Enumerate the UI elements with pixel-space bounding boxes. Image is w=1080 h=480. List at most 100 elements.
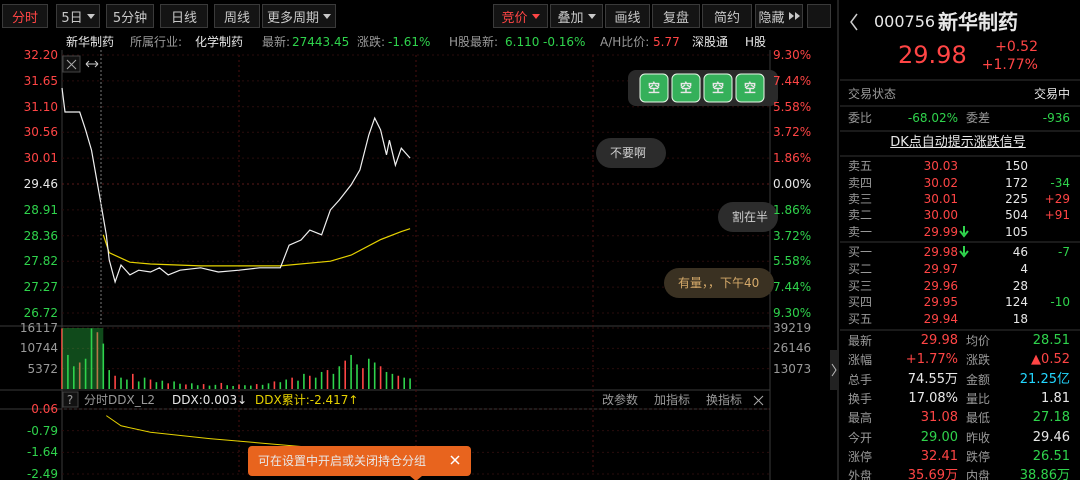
stat-label: 总手 — [848, 372, 873, 387]
collapse-handle — [830, 350, 838, 390]
y-tick-label: 31.10 — [23, 99, 58, 114]
volume-bar — [309, 375, 311, 389]
stat-label: 今开 — [848, 430, 873, 445]
book-label: 买四 — [848, 295, 873, 309]
indicator-action[interactable]: 加指标 — [654, 393, 691, 407]
stat-label: 涨跌 — [966, 353, 991, 368]
ddx-value: DDX:0.003↓ — [172, 393, 248, 407]
emoji-text: 空 — [743, 81, 757, 95]
dropdown-arrow — [323, 13, 331, 19]
stat-label: 涨幅 — [848, 353, 873, 368]
book-label: 卖四 — [848, 176, 873, 190]
book-qty: 504 — [1005, 208, 1028, 222]
volume-tick-label: 16117 — [19, 321, 58, 335]
book-price: 29.96 — [923, 279, 958, 293]
stat-value: ▲0.52 — [1031, 352, 1070, 368]
toolbar-button[interactable]: 5日 — [56, 4, 100, 28]
expand-arrow — [794, 12, 800, 20]
volume-right-label: 13073 — [773, 361, 812, 376]
volume-bar — [291, 377, 293, 389]
pct-tick-label: 9.30% — [773, 48, 812, 62]
fullscreen-button[interactable] — [807, 4, 831, 28]
toolbar-button[interactable]: 分时 — [2, 4, 48, 28]
stat-label: 昨收 — [966, 430, 991, 445]
tooltip-box — [248, 446, 471, 476]
pct-tick-label: 7.44% — [773, 73, 812, 88]
toolbar-button[interactable]: 复盘 — [652, 4, 700, 28]
volume-bar — [196, 385, 199, 389]
toolbar-button[interactable]: 周线 — [214, 4, 260, 28]
emoji-text: 空 — [711, 81, 725, 95]
pct-tick-label: 7.44% — [773, 280, 812, 295]
volume-bar — [137, 381, 140, 389]
stat-label: 内盘 — [966, 469, 991, 480]
collapse-arrow — [831, 363, 837, 377]
toolbar-button[interactable]: 隐藏 — [755, 4, 803, 28]
danmaku-text: 有量，，下午40 — [678, 276, 760, 290]
volume-bar — [338, 366, 341, 389]
y-tick-label: 27.27 — [23, 280, 58, 295]
book-label: 卖二 — [848, 208, 873, 222]
book-qty: 105 — [1005, 225, 1028, 239]
close-icon — [66, 59, 77, 70]
book-label: 买二 — [848, 262, 873, 276]
dropdown-arrow — [531, 13, 540, 19]
book-price: 29.99 — [923, 225, 958, 239]
book-delta: -34 — [1050, 176, 1070, 190]
book-label: 买一 — [848, 245, 873, 259]
toolbar-button[interactable]: 5分钟 — [106, 4, 154, 28]
volume-bar — [214, 384, 217, 389]
pct-tick-label: 1.86% — [773, 151, 812, 166]
volume-bar — [78, 362, 81, 389]
wb-label: 委比 — [848, 111, 873, 125]
volume-fill — [62, 328, 104, 389]
pct-tick-label: 5.58% — [773, 99, 812, 114]
volume-bar — [403, 377, 405, 389]
book-price: 30.02 — [923, 176, 958, 190]
price-line — [61, 87, 411, 284]
help-icon: ? — [66, 393, 74, 407]
y-tick-label: 27.82 — [23, 254, 58, 269]
book-delta: +29 — [1044, 192, 1070, 206]
volume-bar — [303, 373, 305, 389]
stat-value: +1.77% — [905, 352, 958, 368]
volume-bar — [67, 354, 69, 389]
indicator-action[interactable]: 改参数 — [602, 393, 639, 407]
volume-bar — [102, 343, 105, 389]
stock-code: 000756 — [874, 12, 936, 31]
info-text: 5.77 — [653, 35, 680, 49]
volume-bar — [409, 378, 411, 389]
stat-value: 27.18 — [1032, 410, 1070, 426]
toolbar-button[interactable]: 竞价 — [493, 4, 548, 28]
status-label: 交易状态 — [848, 87, 897, 101]
toolbar-button[interactable]: 画线 — [605, 4, 650, 28]
toolbar-button[interactable]: 叠加 — [550, 4, 603, 28]
volume-bar — [285, 379, 287, 389]
dk-link[interactable]: DK点自动提示涨跌信号 — [890, 135, 1026, 150]
y-tick-label: 29.46 — [23, 177, 58, 191]
volume-bar — [226, 385, 228, 389]
book-qty: 225 — [1005, 192, 1028, 206]
volume-bar — [149, 379, 152, 389]
indicator-action[interactable]: 换指标 — [706, 393, 743, 407]
stock-price: 29.98 — [898, 41, 967, 69]
book-qty: 4 — [1020, 262, 1028, 276]
volume-bar — [320, 371, 323, 389]
book-qty: 18 — [1012, 312, 1028, 326]
wc-value: -936 — [1042, 111, 1070, 125]
book-price: 29.98 — [923, 245, 958, 259]
button-label: 周线 — [223, 10, 250, 26]
volume-bar — [297, 380, 299, 389]
emoji-tile — [671, 73, 701, 103]
toolbar-button[interactable]: 更多周期 — [262, 4, 336, 28]
info-text: 6.110 — [505, 35, 540, 49]
volume-bar — [232, 385, 234, 389]
stat-value: 29.46 — [1032, 429, 1070, 445]
stat-value: 21.25亿 — [1019, 371, 1070, 387]
button-label: 画线 — [614, 10, 641, 26]
stat-label: 最高 — [848, 411, 873, 426]
toolbar-button[interactable]: 日线 — [160, 4, 208, 28]
volume-bar — [250, 385, 252, 389]
toolbar-button[interactable]: 简约 — [702, 4, 752, 28]
ddx-tick-label: -0.79 — [26, 423, 58, 438]
